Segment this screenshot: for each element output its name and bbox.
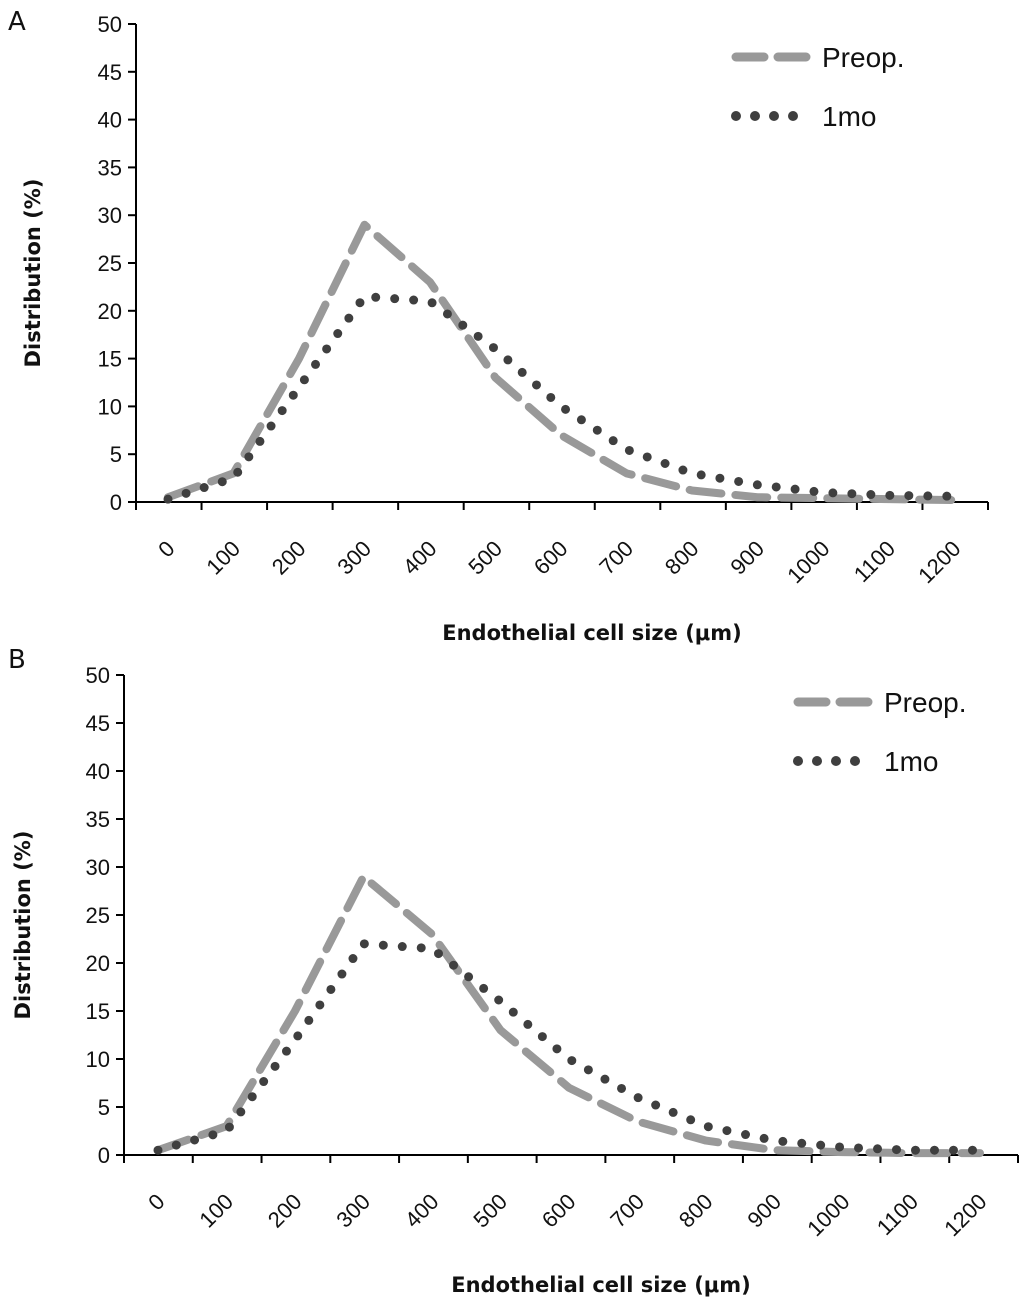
y-tick-label: 30 [98, 203, 122, 228]
x-tick-label: 800 [674, 1189, 718, 1233]
x-tick-label: 700 [605, 1189, 649, 1233]
x-tick-label: 900 [742, 1189, 786, 1233]
series-line-preop [164, 220, 958, 505]
series-line-preop [154, 872, 984, 1158]
x-tick-label: 1100 [872, 1189, 923, 1240]
y-tick-label: 0 [110, 490, 122, 515]
series-line-1mo [153, 939, 985, 1155]
y-tick-label: 45 [98, 60, 122, 85]
x-tick-label: 0 [143, 1189, 169, 1215]
x-axis-title: Endothelial cell size (μm) [442, 621, 741, 645]
x-tick-label: 400 [398, 536, 442, 580]
x-tick-label: 500 [463, 536, 507, 580]
x-tick-label: 900 [725, 536, 769, 580]
y-tick-label: 15 [86, 999, 110, 1024]
x-tick-label: 1000 [802, 1189, 854, 1241]
x-tick-label: 100 [194, 1189, 238, 1233]
panel-label: B [8, 645, 26, 675]
y-tick-label: 20 [86, 951, 110, 976]
x-tick-label: 600 [529, 536, 573, 580]
panel-label: A [8, 7, 26, 37]
x-tick-label: 1100 [849, 536, 900, 587]
y-tick-label: 50 [86, 663, 110, 688]
y-tick-label: 5 [98, 1095, 110, 1120]
x-tick-label: 1000 [782, 536, 834, 588]
y-tick-label: 20 [98, 299, 122, 324]
series-line-1mo [163, 291, 959, 504]
x-tick-label: 400 [400, 1189, 444, 1233]
y-tick-label: 15 [98, 347, 122, 372]
y-tick-label: 50 [98, 12, 122, 37]
y-tick-label: 30 [86, 855, 110, 880]
y-tick-label: 40 [86, 759, 110, 784]
x-tick-label: 200 [263, 1189, 307, 1233]
y-tick-label: 45 [86, 711, 110, 736]
x-tick-label: 1200 [913, 536, 965, 588]
x-tick-label: 200 [267, 536, 311, 580]
x-axis-title: Endothelial cell size (μm) [451, 1273, 750, 1297]
x-tick-label: 0 [153, 536, 179, 562]
y-tick-label: 10 [86, 1047, 110, 1072]
y-tick-label: 25 [86, 903, 110, 928]
y-axis-title: Distribution (%) [11, 831, 35, 1020]
legend-label: Preop. [822, 42, 905, 73]
x-tick-label: 1200 [939, 1189, 991, 1241]
y-tick-label: 35 [98, 155, 122, 180]
y-tick-label: 10 [98, 394, 122, 419]
x-tick-label: 300 [331, 1189, 375, 1233]
x-tick-label: 300 [332, 536, 376, 580]
y-axis-title: Distribution (%) [21, 179, 45, 368]
y-tick-label: 40 [98, 108, 122, 133]
y-tick-label: 35 [86, 807, 110, 832]
legend-label: 1mo [884, 746, 938, 777]
x-tick-label: 600 [537, 1189, 581, 1233]
y-tick-label: 5 [110, 442, 122, 467]
x-tick-label: 100 [201, 536, 245, 580]
legend-label: Preop. [884, 687, 967, 718]
x-tick-label: 700 [594, 536, 638, 580]
legend-label: 1mo [822, 101, 876, 132]
x-tick-label: 500 [468, 1189, 512, 1233]
x-tick-label: 800 [660, 536, 704, 580]
y-tick-label: 25 [98, 251, 122, 276]
y-tick-label: 0 [98, 1143, 110, 1168]
